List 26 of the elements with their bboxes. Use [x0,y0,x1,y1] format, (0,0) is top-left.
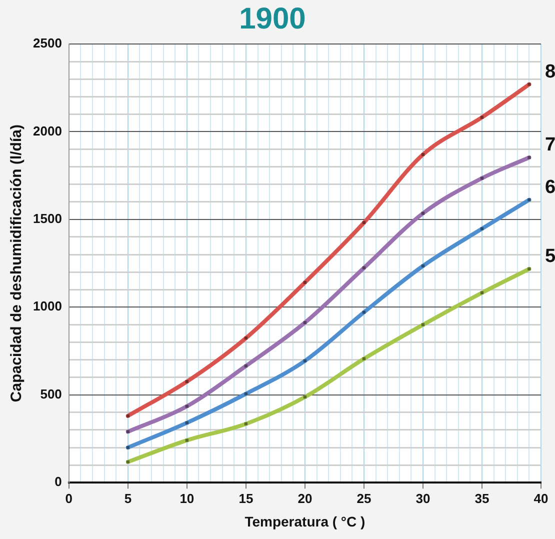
y-tick-label: 1000 [33,298,62,314]
x-tick-label: 25 [356,490,372,506]
x-tick-label: 30 [416,490,430,506]
x-tick-label: 15 [238,490,254,506]
y-tick-label: 0 [54,474,62,490]
y-tick-label: 1500 [33,211,62,226]
line-series [126,82,532,418]
y-axis-title: Capacidad de deshumidificación (l/día) [8,124,26,402]
x-axis-title: Temperatura ( °C ) [244,513,366,530]
series-label: 6 [545,177,555,198]
x-tick-label: 20 [298,490,312,506]
series-label: 7 [545,134,555,156]
x-tick-label: 10 [180,490,194,506]
x-tick-label: 35 [474,490,490,506]
line-series [126,198,532,450]
x-tick-label: 40 [534,490,548,506]
line-series [126,156,532,434]
y-tick-label: 2500 [33,36,62,51]
line-series [126,266,532,464]
x-tick-label: 5 [124,490,132,506]
y-tick-label: 500 [40,386,62,402]
chart-title: 1900 [239,2,306,36]
series-label: 5 [545,246,555,268]
series-label: 8 [545,62,555,83]
x-tick-label: 0 [65,490,73,506]
y-tick-label: 2000 [33,123,62,138]
